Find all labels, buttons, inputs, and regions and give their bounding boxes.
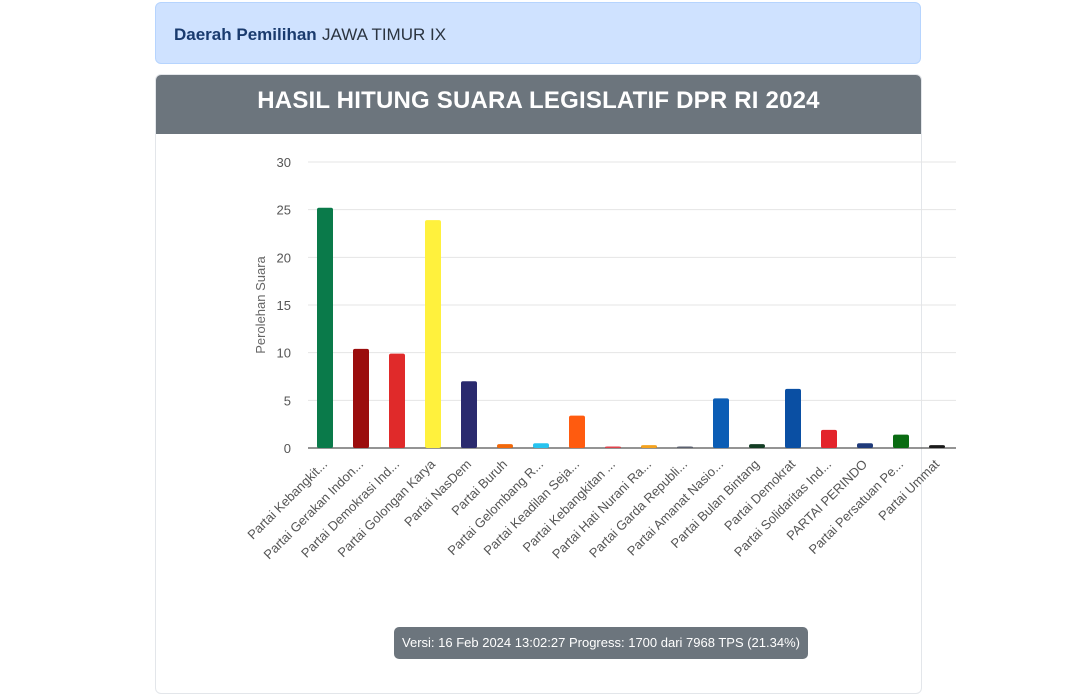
bar	[317, 207, 333, 448]
bar	[821, 429, 837, 448]
region-label: Daerah Pemilihan	[174, 25, 317, 44]
bar	[893, 434, 909, 448]
bar	[785, 388, 801, 448]
bar	[533, 443, 549, 448]
results-card: HASIL HITUNG SUARA LEGISLATIF DPR RI 202…	[155, 74, 922, 694]
y-tick-label: 5	[284, 393, 291, 408]
bar	[569, 415, 585, 448]
version-badge: Versi: 16 Feb 2024 13:02:27 Progress: 17…	[394, 627, 808, 659]
y-axis-label: Perolehan Suara	[253, 255, 268, 353]
bar	[929, 445, 945, 448]
region-box: Daerah Pemilihan JAWA TIMUR IX	[155, 2, 921, 64]
bar	[353, 348, 369, 448]
bar	[605, 446, 621, 448]
card-header: HASIL HITUNG SUARA LEGISLATIF DPR RI 202…	[156, 75, 921, 134]
bar	[641, 445, 657, 448]
card-title: HASIL HITUNG SUARA LEGISLATIF DPR RI 202…	[257, 87, 820, 114]
bar	[749, 444, 765, 448]
bar	[461, 381, 477, 448]
bar	[425, 220, 441, 448]
bar	[497, 444, 513, 448]
y-tick-label: 10	[277, 346, 291, 361]
bar	[389, 353, 405, 448]
bar	[677, 446, 693, 448]
bar	[713, 398, 729, 448]
y-tick-label: 30	[277, 155, 291, 170]
y-tick-label: 25	[277, 203, 291, 218]
bar	[857, 443, 873, 448]
y-tick-label: 0	[284, 441, 291, 456]
y-tick-label: 20	[277, 250, 291, 265]
y-tick-label: 15	[277, 298, 291, 313]
region-value: JAWA TIMUR IX	[322, 25, 447, 44]
